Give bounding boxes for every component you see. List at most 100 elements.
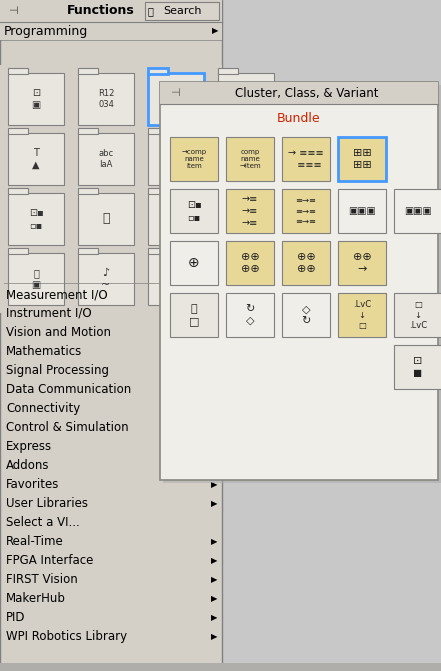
Bar bbox=[145, 2, 219, 20]
Text: ↻
◇: ↻ ◇ bbox=[245, 304, 255, 326]
Bar bbox=[338, 293, 386, 337]
Text: ▶: ▶ bbox=[211, 461, 217, 470]
Bar bbox=[218, 68, 238, 74]
Bar bbox=[282, 293, 330, 337]
Bar bbox=[170, 189, 218, 233]
Text: 123: 123 bbox=[237, 94, 255, 104]
Text: ∿∿∿: ∿∿∿ bbox=[164, 214, 188, 224]
Bar bbox=[8, 193, 64, 245]
Text: Connectivity: Connectivity bbox=[6, 402, 80, 415]
Bar bbox=[148, 248, 168, 254]
Text: MakerHub: MakerHub bbox=[6, 592, 66, 605]
Bar bbox=[282, 137, 330, 181]
Bar bbox=[338, 137, 386, 181]
Bar bbox=[8, 188, 28, 194]
Text: Functions: Functions bbox=[67, 5, 135, 17]
Bar bbox=[148, 253, 204, 305]
Bar bbox=[8, 248, 28, 254]
Text: ⊡▪
▫▪: ⊡▪ ▫▪ bbox=[29, 208, 43, 229]
Text: ▶: ▶ bbox=[211, 613, 217, 622]
Text: ♪
~: ♪ ~ bbox=[101, 268, 111, 290]
Bar bbox=[148, 133, 204, 185]
Text: FPGA Interface: FPGA Interface bbox=[6, 554, 93, 567]
Text: abc
IaA: abc IaA bbox=[98, 150, 114, 168]
Text: PID: PID bbox=[6, 611, 26, 624]
Text: Bundle: Bundle bbox=[277, 111, 321, 125]
Text: Control & Simulation: Control & Simulation bbox=[6, 421, 129, 434]
Bar bbox=[8, 133, 64, 185]
Bar bbox=[226, 241, 274, 285]
Text: Measurement I/O: Measurement I/O bbox=[6, 288, 108, 301]
Bar bbox=[394, 293, 441, 337]
Bar bbox=[78, 128, 98, 134]
Text: ⊡
◼: ⊡ ◼ bbox=[413, 356, 422, 378]
Text: ⊡
▣: ⊡ ▣ bbox=[31, 88, 41, 110]
Bar bbox=[8, 68, 28, 74]
Text: ▶: ▶ bbox=[211, 632, 217, 641]
Text: → ≡≡≡
  ≡≡≡: → ≡≡≡ ≡≡≡ bbox=[288, 148, 324, 170]
Text: Programming: Programming bbox=[4, 25, 88, 38]
Text: Addons: Addons bbox=[6, 459, 49, 472]
Bar bbox=[148, 128, 168, 134]
Bar bbox=[8, 253, 64, 305]
Text: ⊕⊕
⊕⊕: ⊕⊕ ⊕⊕ bbox=[297, 252, 315, 274]
Text: 💾: 💾 bbox=[102, 213, 110, 225]
Text: Vision and Motion: Vision and Motion bbox=[6, 326, 111, 339]
Bar bbox=[160, 82, 438, 480]
Text: ⊕⊕
⊕⊕: ⊕⊕ ⊕⊕ bbox=[241, 252, 259, 274]
Text: Real-Time: Real-Time bbox=[6, 535, 64, 548]
Bar bbox=[282, 189, 330, 233]
Bar bbox=[0, 22, 222, 40]
Text: Mathematics: Mathematics bbox=[6, 345, 82, 358]
Text: ⊣: ⊣ bbox=[8, 6, 18, 16]
Bar bbox=[8, 128, 28, 134]
Text: Search: Search bbox=[163, 6, 202, 16]
Text: Cluster, Class, & Variant: Cluster, Class, & Variant bbox=[235, 87, 379, 99]
Text: →≡
→≡
→≡: →≡ →≡ →≡ bbox=[242, 195, 258, 227]
Text: □
↓
.LvC: □ ↓ .LvC bbox=[409, 300, 427, 330]
Text: ▶: ▶ bbox=[211, 423, 217, 432]
Bar bbox=[226, 189, 274, 233]
Text: ▣▣▣: ▣▣▣ bbox=[348, 206, 376, 216]
Text: 🟥
□: 🟥 □ bbox=[189, 304, 199, 326]
Bar bbox=[8, 73, 64, 125]
Text: Signal Processing: Signal Processing bbox=[6, 364, 109, 377]
Text: ▶: ▶ bbox=[211, 499, 217, 508]
Bar bbox=[78, 188, 98, 194]
Bar bbox=[226, 137, 274, 181]
Text: ▶: ▶ bbox=[211, 537, 217, 546]
Bar bbox=[0, 0, 222, 671]
Text: 🔍: 🔍 bbox=[148, 6, 154, 16]
Bar bbox=[78, 68, 98, 74]
Text: ▶: ▶ bbox=[211, 480, 217, 489]
Bar bbox=[0, 0, 222, 22]
Text: ▶: ▶ bbox=[211, 575, 217, 584]
Bar bbox=[148, 73, 204, 125]
Bar bbox=[160, 82, 438, 104]
Text: .LvC
↓
□: .LvC ↓ □ bbox=[353, 300, 371, 330]
Bar bbox=[78, 253, 134, 305]
Text: ⊞⊞
⊞⊞: ⊞⊞ ⊞⊞ bbox=[353, 148, 371, 170]
Bar bbox=[170, 137, 218, 181]
Bar bbox=[148, 68, 168, 74]
Text: WPI Robotics Library: WPI Robotics Library bbox=[6, 630, 127, 643]
Text: ⊣: ⊣ bbox=[170, 88, 180, 98]
Text: comp
name
→item: comp name →item bbox=[239, 149, 261, 169]
Text: Select a VI...: Select a VI... bbox=[6, 516, 80, 529]
Text: ▶: ▶ bbox=[211, 404, 217, 413]
Text: User Libraries: User Libraries bbox=[6, 497, 88, 510]
Text: ⊡▪
▫▪: ⊡▪ ▫▪ bbox=[187, 200, 202, 222]
Bar bbox=[394, 189, 441, 233]
Text: ≡→≡
≡→≡
≡→≡: ≡→≡ ≡→≡ ≡→≡ bbox=[295, 196, 317, 226]
Bar bbox=[282, 241, 330, 285]
Text: ⊞
⊡: ⊞ ⊡ bbox=[172, 268, 180, 290]
Bar bbox=[78, 193, 134, 245]
Text: ▣▣▣: ▣▣▣ bbox=[404, 206, 432, 216]
Bar bbox=[78, 248, 98, 254]
Text: ▷
▷: ▷ ▷ bbox=[172, 148, 180, 170]
Text: ≡◼
□▣: ≡◼ □▣ bbox=[167, 88, 185, 110]
Bar bbox=[338, 189, 386, 233]
Text: →comp
name
item: →comp name item bbox=[181, 149, 206, 169]
Bar bbox=[170, 241, 218, 285]
Bar bbox=[394, 345, 441, 389]
